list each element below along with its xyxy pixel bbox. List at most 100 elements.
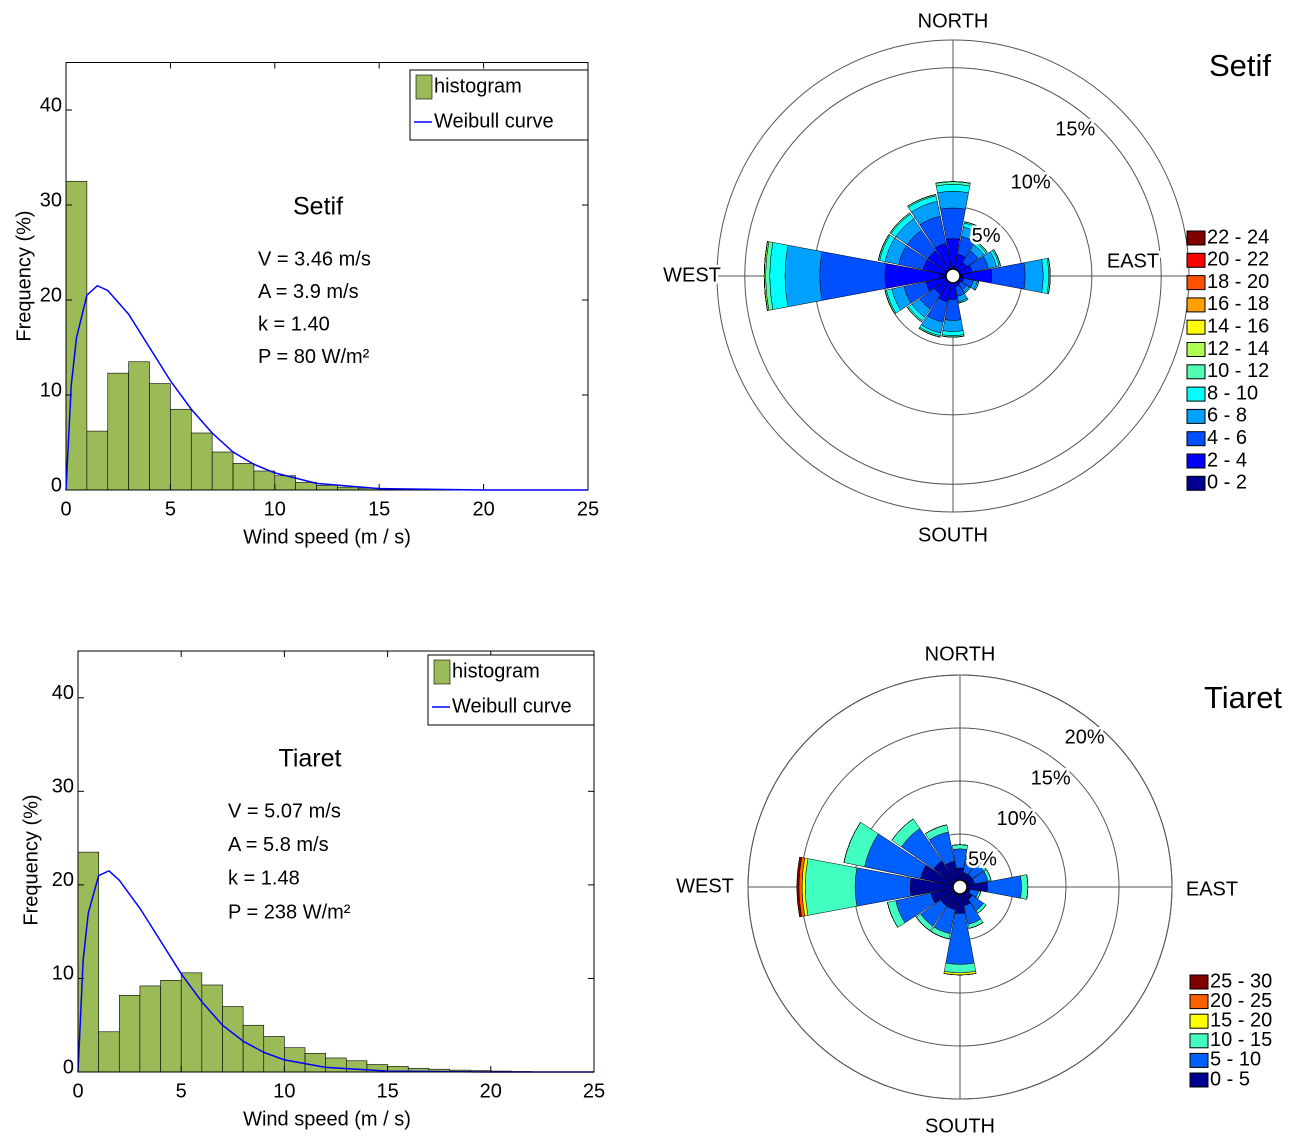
x-tick-label: 10 xyxy=(264,498,286,520)
rose-segment xyxy=(944,963,976,973)
annotation: k = 1.48 xyxy=(228,868,300,890)
rose-segment xyxy=(943,320,963,332)
legend-label: 2 - 4 xyxy=(1207,449,1247,471)
legend-label: histogram xyxy=(434,75,522,97)
legend-swatch xyxy=(1187,276,1205,290)
legend-swatch xyxy=(1187,454,1205,468)
rose-segment xyxy=(942,331,964,336)
histogram-bar xyxy=(161,980,182,1072)
legend-label: 20 - 22 xyxy=(1207,249,1269,271)
legend-label: Weibull curve xyxy=(434,110,554,132)
annotation: A = 5.8 m/s xyxy=(228,834,329,856)
x-tick-label: 15 xyxy=(376,1080,398,1102)
ring-label: 5% xyxy=(972,225,1001,247)
direction-label: SOUTH xyxy=(925,1115,995,1137)
y-tick-label: 20 xyxy=(40,284,62,306)
x-tick-label: 0 xyxy=(72,1080,83,1102)
legend-swatch xyxy=(1187,298,1205,312)
y-tick-label: 10 xyxy=(52,963,74,985)
rose-segment xyxy=(1024,259,1043,292)
histogram-bar xyxy=(212,452,233,490)
legend-swatch xyxy=(1187,432,1205,446)
rose-hub xyxy=(946,269,960,283)
x-tick-label: 25 xyxy=(577,498,599,520)
y-tick-label: 40 xyxy=(40,94,62,116)
y-tick-label: 30 xyxy=(40,189,62,211)
histogram-bar xyxy=(243,1025,264,1072)
histogram-bar xyxy=(202,985,223,1072)
annotation: V = 5.07 m/s xyxy=(228,800,341,822)
legend-label: 25 - 30 xyxy=(1210,970,1272,992)
legend-swatch xyxy=(1187,365,1205,379)
y-tick-label: 10 xyxy=(40,379,62,401)
legend-label: 18 - 20 xyxy=(1207,271,1269,293)
histogram-bar xyxy=(191,433,212,490)
legend-swatch xyxy=(1187,320,1205,334)
legend-label: Weibull curve xyxy=(452,695,572,717)
legend-swatch xyxy=(1190,995,1208,1009)
legend-swatch xyxy=(1187,409,1205,423)
legend-swatch xyxy=(1187,231,1205,245)
annotation: V = 3.46 m/s xyxy=(258,248,371,270)
legend-label: histogram xyxy=(452,660,540,682)
y-tick-label: 0 xyxy=(51,474,62,496)
direction-label: SOUTH xyxy=(918,524,988,546)
annotation-title: Tiaret xyxy=(279,745,342,773)
x-tick-label: 5 xyxy=(165,498,176,520)
direction-label: EAST xyxy=(1186,878,1238,900)
annotation: P = 80 W/m² xyxy=(258,346,370,368)
legend-swatch xyxy=(1190,1014,1208,1028)
legend-label: 10 - 15 xyxy=(1210,1029,1272,1051)
x-tick-label: 10 xyxy=(273,1080,295,1102)
x-axis-label: Wind speed (m / s) xyxy=(243,1108,411,1130)
ring-label: 20% xyxy=(1065,727,1105,749)
histogram-bar xyxy=(296,482,317,490)
ring-label: 10% xyxy=(997,808,1037,830)
x-tick-label: 20 xyxy=(472,498,494,520)
y-axis-label: Frequency (%) xyxy=(13,210,35,341)
direction-label: WEST xyxy=(663,264,721,286)
x-tick-label: 0 xyxy=(60,498,71,520)
chart-title: Setif xyxy=(1209,48,1271,83)
ring-label: 15% xyxy=(1055,119,1095,141)
y-tick-label: 0 xyxy=(63,1056,74,1078)
rose-segment xyxy=(936,184,970,192)
legend-swatch xyxy=(416,75,432,99)
legend-label: 14 - 16 xyxy=(1207,315,1269,337)
ring-label: 10% xyxy=(1011,172,1051,194)
histogram-bar xyxy=(99,1032,120,1072)
legend-label: 0 - 5 xyxy=(1210,1068,1250,1090)
rose-hub xyxy=(953,880,967,894)
rose-segment xyxy=(785,245,822,307)
direction-label: NORTH xyxy=(918,10,989,32)
y-tick-label: 30 xyxy=(52,776,74,798)
rose-segment xyxy=(937,191,968,209)
histogram-bar xyxy=(87,431,108,490)
rose-segment xyxy=(1020,875,1027,900)
legend-swatch xyxy=(1187,387,1205,401)
histogram-bar xyxy=(170,409,191,490)
figure: 0 5 10 15 20 25 0 10 20 30 40 Wind speed (m / s) Fre… xyxy=(0,0,1305,1139)
legend-label: 20 - 25 xyxy=(1210,990,1272,1012)
annotation: A = 3.9 m/s xyxy=(258,281,359,303)
histogram-bar xyxy=(317,485,338,490)
legend-label: 10 - 12 xyxy=(1207,360,1269,382)
legend-label: 8 - 10 xyxy=(1207,382,1258,404)
legend-label: 15 - 20 xyxy=(1210,1009,1272,1031)
histogram-bar xyxy=(150,384,171,490)
y-axis-label: Frequency (%) xyxy=(20,794,42,925)
direction-label: NORTH xyxy=(925,643,996,665)
legend-swatch xyxy=(434,660,450,684)
legend-swatch xyxy=(1190,1053,1208,1067)
legend-swatch xyxy=(1190,1073,1208,1087)
y-tick-label: 20 xyxy=(52,869,74,891)
histogram-bar xyxy=(129,362,150,490)
legend-label: 0 - 2 xyxy=(1207,472,1247,494)
histogram-bar xyxy=(233,463,254,490)
legend-swatch xyxy=(1190,1034,1208,1048)
page: {"chart_data":[ {"type":"histogram","xla… xyxy=(0,0,1305,1139)
annotation-title: Setif xyxy=(293,193,343,221)
ring-label: 5% xyxy=(968,848,997,870)
x-axis-label: Wind speed (m / s) xyxy=(243,526,411,548)
x-tick-label: 25 xyxy=(583,1080,605,1102)
